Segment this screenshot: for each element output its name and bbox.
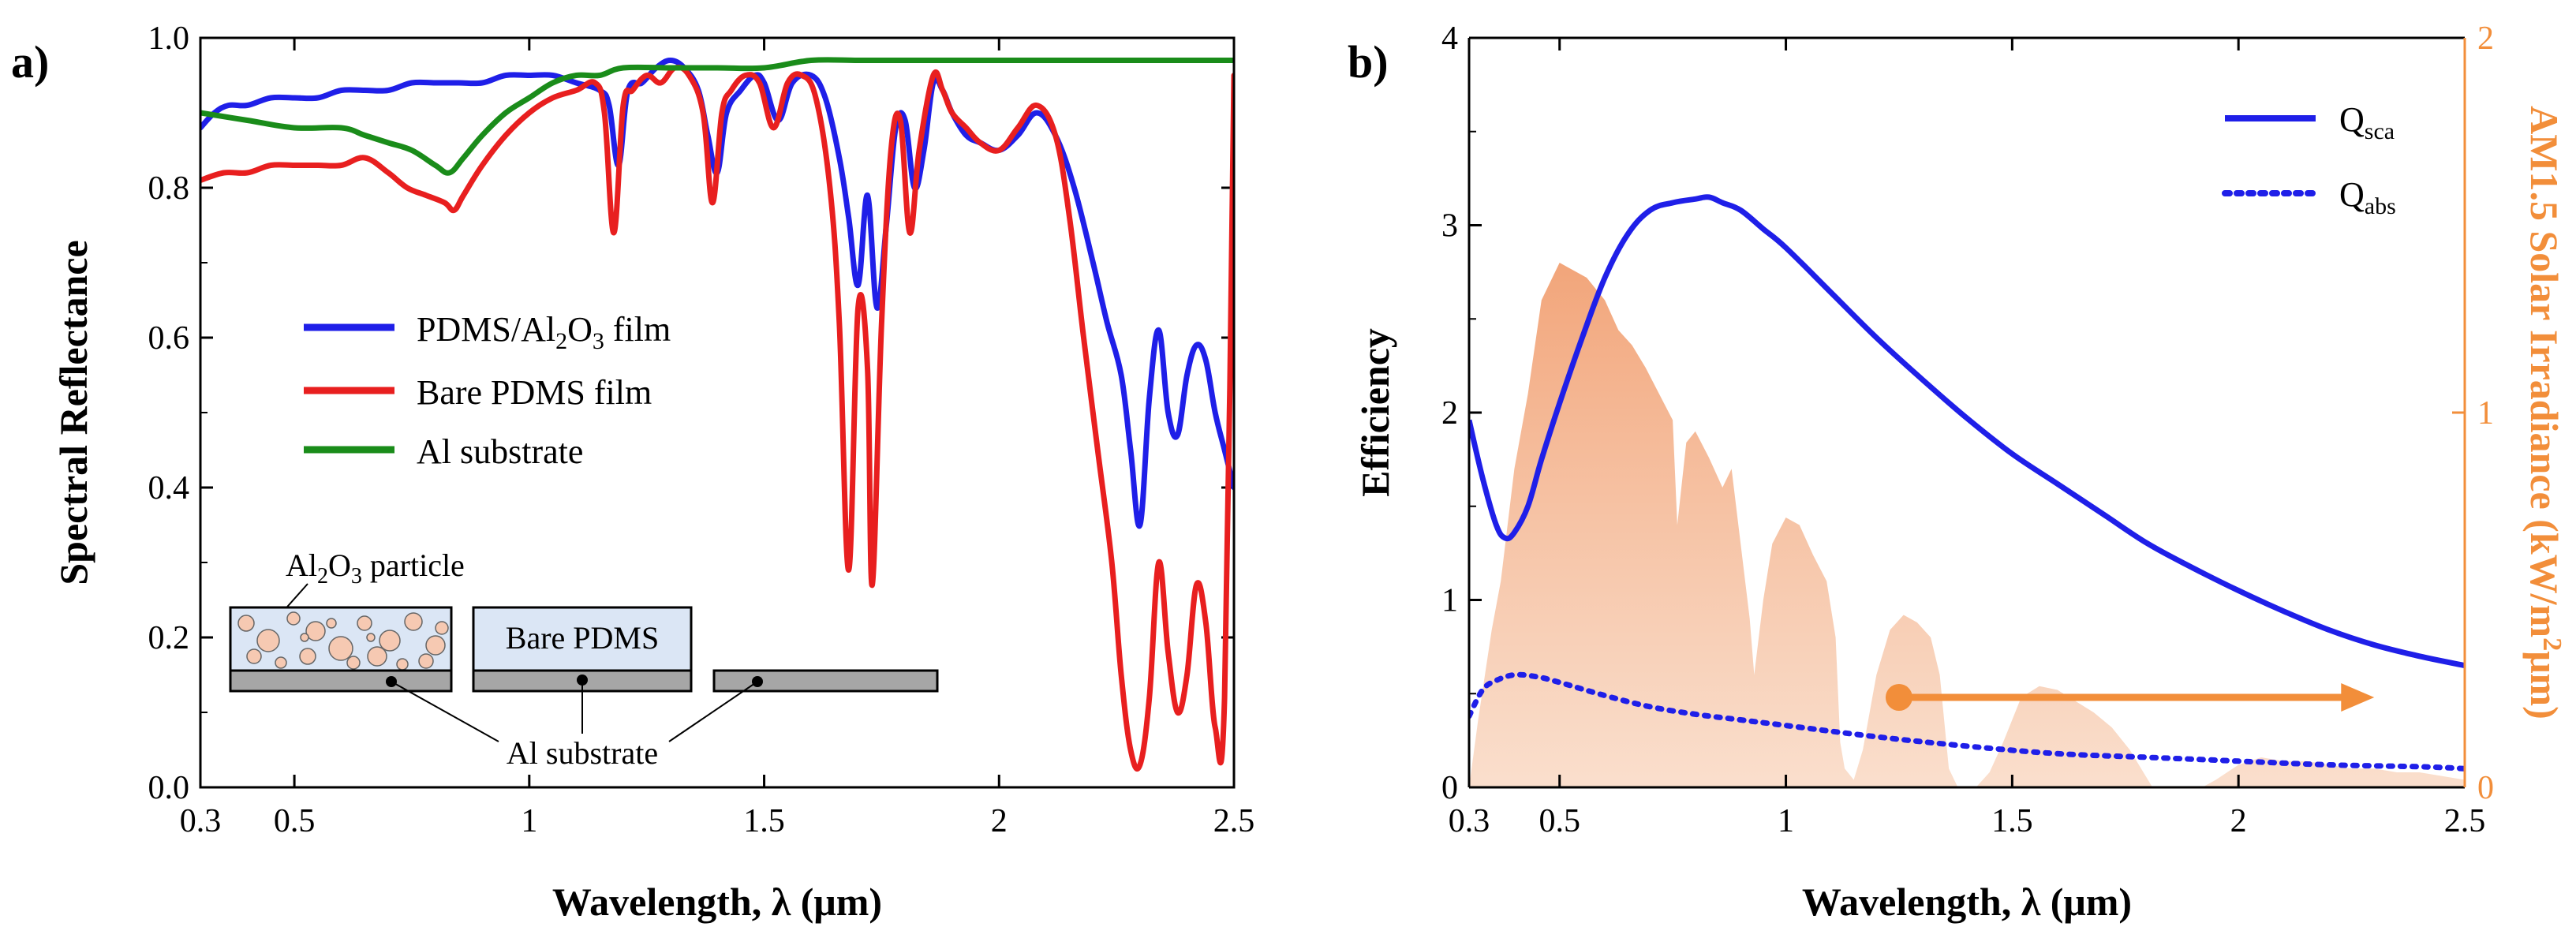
panel-a-legend: PDMS/Al2O3 film Bare PDMS film Al substr… [304,310,671,471]
legend-label-qabs: Qabs [2339,175,2396,219]
panel-b-xtick-label: 0.3 [1449,803,1490,839]
panel-a-xtick-label: 2 [991,803,1008,839]
panel-a-frame [199,36,1236,789]
inset-particle [275,656,287,669]
panel-b-xtick-label: 0.5 [1538,803,1580,839]
panel-a-ytick-label: 0.2 [148,620,190,656]
panel-b-axis-arrow [1885,683,2375,712]
panel-a-xtick-label: 1.5 [743,803,785,839]
panel-a-ytick-label: 0.0 [148,770,190,806]
arrow-head [2341,683,2375,712]
inset-particle-label: Al2O3 particle [286,547,465,589]
inset-particles [237,611,449,671]
panel-b-ytick-label: 3 [1441,208,1458,245]
inset-particle [425,635,446,656]
panel-a-xtick-label: 0.3 [180,803,222,839]
legend-label-al-substrate: Al substrate [417,432,583,471]
panel-b-solar-area [1469,263,2465,787]
panel-a-label: a) [11,36,49,88]
panel-b-xlabel: Wavelength, λ (μm) [1802,880,2132,924]
inset-particle [379,630,401,652]
inset-particle [418,653,434,669]
panel-b-xtick-label: 2.5 [2444,803,2486,839]
inset-particle [237,615,255,632]
panel-a-axes: 0.3 0.5 1 1.5 2 2.5 0.0 0.2 0.4 0.6 0.8 1.0 [148,21,1255,839]
inset-substrate-1 [229,669,453,693]
panel-b-ylabel-right: AM1.5 Solar Irradiance (kW/m2μm) [2522,106,2567,719]
panel-a-ytick-label: 0.8 [148,170,190,207]
series-line-bare-pdms [200,64,1234,772]
series-line-qsca [1469,194,2465,669]
inset-particle [404,612,423,631]
panel-b-xtick-label: 1 [1778,803,1794,839]
panel-b-ytick-label: 2 [1441,395,1458,432]
panel-b-xtick-label: 2 [2230,803,2247,839]
legend-label-pdms-al2o3: PDMS/Al2O3 film [417,310,671,354]
panel-b-label: b) [1348,36,1389,88]
inset-particle [328,636,353,661]
panel-b-ylabel: Efficiency [1353,328,1397,497]
series-area-solar-irradiance [1469,263,2465,787]
panel-b-ytick-right-label: 2 [2477,21,2494,57]
panel-a-ylabel: Spectral Reflectance [51,240,95,585]
panel-b-ytick-label: 1 [1441,583,1458,619]
inset-particle [256,629,280,652]
inset-particle [366,633,376,642]
panel-a-inset: Al2O3 particle Bare PDMS Al substrate [229,547,939,771]
inset-particle [357,615,372,631]
inset-leader-3 [668,681,758,742]
panel-b-ytick-right-label: 0 [2477,770,2494,806]
inset-substrate-3 [712,669,939,693]
panel-a-ytick-label: 1.0 [148,21,190,57]
inset-substrate-label: Al substrate [507,735,658,771]
inset-particle [346,656,361,670]
legend-label-qsca: Qsca [2339,100,2395,144]
panel-b-series [1469,194,2465,772]
panel-b-ytick-label: 0 [1441,770,1458,806]
panel-a-series [200,57,1234,772]
inset-particle [299,648,316,665]
inset-particle [396,658,409,671]
inset-particle [246,648,262,664]
panel-a-xtick-label: 1 [521,803,537,839]
panel-b-legend: Qsca Qabs [2222,100,2396,219]
inset-particle [286,611,301,626]
series-line-al-substrate [200,57,1234,176]
inset-particle [367,646,387,667]
panel-b-ytick-label: 4 [1441,21,1458,57]
inset-particle [300,633,309,642]
panel-a-ytick-label: 0.4 [148,470,190,506]
inset-bare-film [472,606,693,672]
panel-b-ytick-right-label: 1 [2477,395,2494,432]
inset-particle [305,621,326,641]
panel-a: a) 0.3 0.5 1 1.5 2 2.5 0.0 0.2 0.4 0.6 0.8 1.0 Spec… [11,21,1254,924]
panel-a-xtick-label: 0.5 [274,803,316,839]
panel-b-xtick-label: 1.5 [1991,803,2033,839]
inset-particle [326,618,337,629]
inset-bare-label: Bare PDMS [506,620,659,656]
panel-a-xtick-label: 2.5 [1213,803,1255,839]
series-line-pdms-al2o3 [200,58,1234,529]
series-line-qabs [1469,671,2465,772]
panel-a-xlabel: Wavelength, λ (μm) [552,880,882,924]
legend-label-bare-pdms: Bare PDMS film [417,373,652,412]
inset-particle [435,621,449,635]
panel-a-ytick-label: 0.6 [148,320,190,357]
inset-leader-1 [391,681,499,742]
